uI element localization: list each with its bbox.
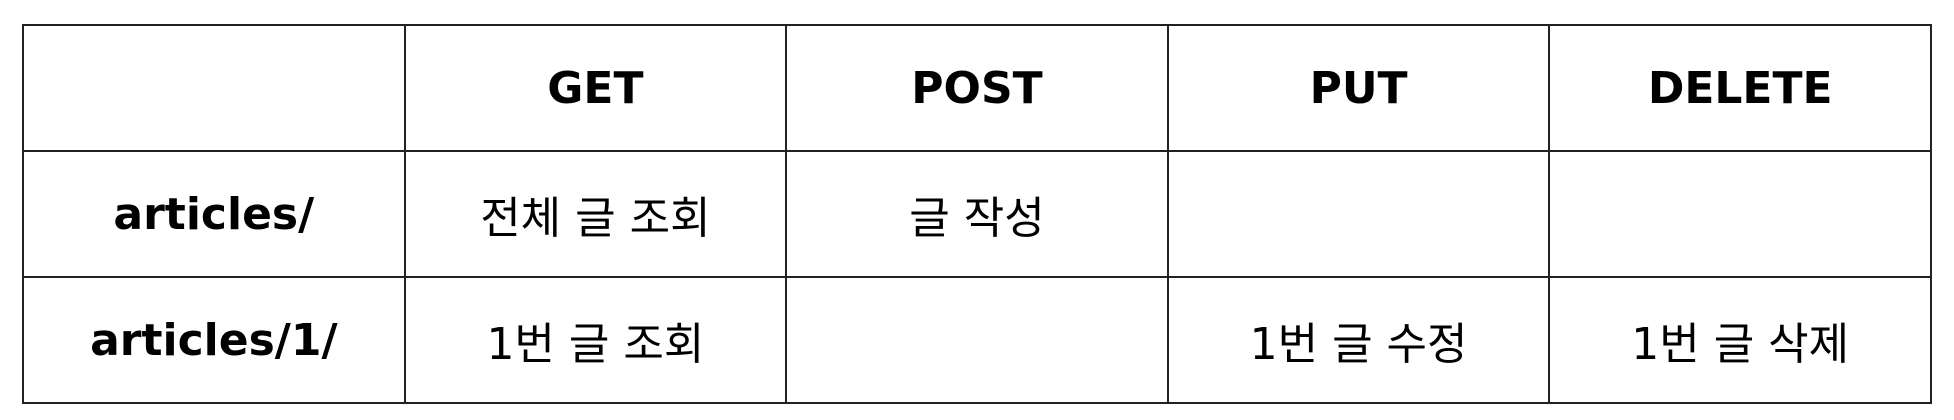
table-cell <box>1166 150 1551 278</box>
row-header-articles: articles/ <box>22 150 406 278</box>
table-cell: 전체 글 조회 <box>403 150 788 278</box>
table-row: articles/ 전체 글 조회 글 작성 <box>22 150 1932 278</box>
table-cell: 1번 글 삭제 <box>1548 276 1932 404</box>
column-header-post: POST <box>785 24 1169 152</box>
column-header-get: GET <box>403 24 788 152</box>
rest-api-table: GET POST PUT DELETE articles/ 전체 글 조회 글 … <box>22 24 1932 404</box>
header-row: GET POST PUT DELETE <box>22 24 1932 152</box>
table-cell: 1번 글 조회 <box>403 276 788 404</box>
column-header-delete: DELETE <box>1548 24 1932 152</box>
table-cell: 글 작성 <box>785 150 1169 278</box>
table-cell <box>1548 150 1932 278</box>
table-cell: 1번 글 수정 <box>1166 276 1551 404</box>
table-cell <box>785 276 1169 404</box>
column-header-put: PUT <box>1166 24 1551 152</box>
corner-cell <box>22 24 406 152</box>
row-header-articles-1: articles/1/ <box>22 276 406 404</box>
table-row: articles/1/ 1번 글 조회 1번 글 수정 1번 글 삭제 <box>22 276 1932 404</box>
